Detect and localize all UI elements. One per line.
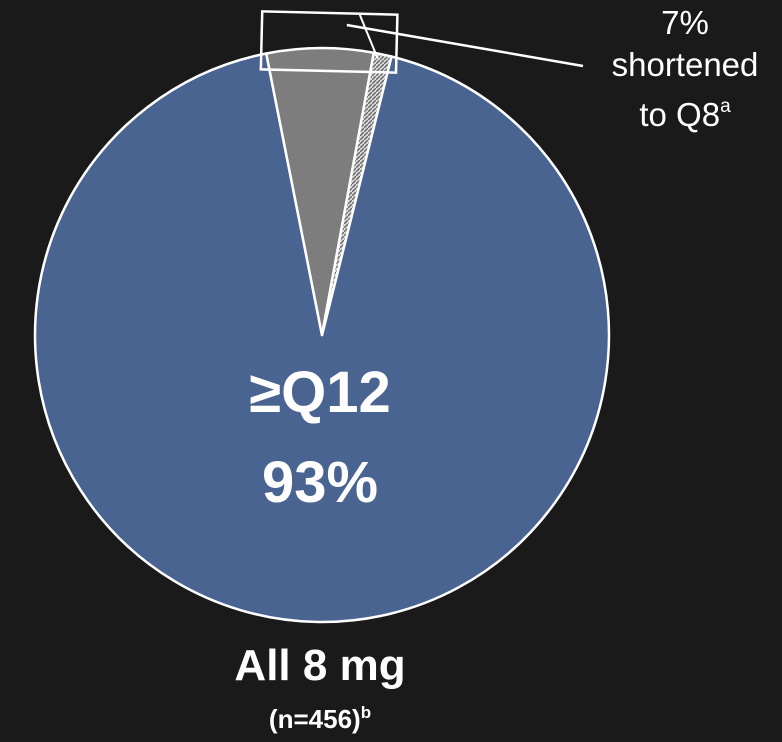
caption-footnote: b (360, 703, 372, 722)
callout-line2: to Q8 (639, 96, 721, 133)
caption-title: All 8 mg (234, 641, 406, 690)
center-category-label: ≥Q12 (249, 360, 391, 425)
callout-line2-wrap: to Q8a (580, 86, 782, 136)
caption-n-label: (n=456) (268, 704, 361, 734)
callout-line1: shortened (611, 46, 759, 83)
callout-footnote: a (720, 96, 731, 117)
callout-label: 7% shortened to Q8a (580, 2, 782, 136)
center-percent-label: 93% (261, 450, 379, 515)
callout-percent: 7% (661, 4, 709, 41)
caption-n-wrap: (n=456)b (160, 697, 480, 735)
pie-slice-1 (33, 52, 611, 624)
pie-slice-3 (320, 51, 393, 337)
callout-box (259, 10, 399, 74)
callout-pointer-line (358, 14, 379, 60)
callout-leader-line (346, 23, 584, 68)
